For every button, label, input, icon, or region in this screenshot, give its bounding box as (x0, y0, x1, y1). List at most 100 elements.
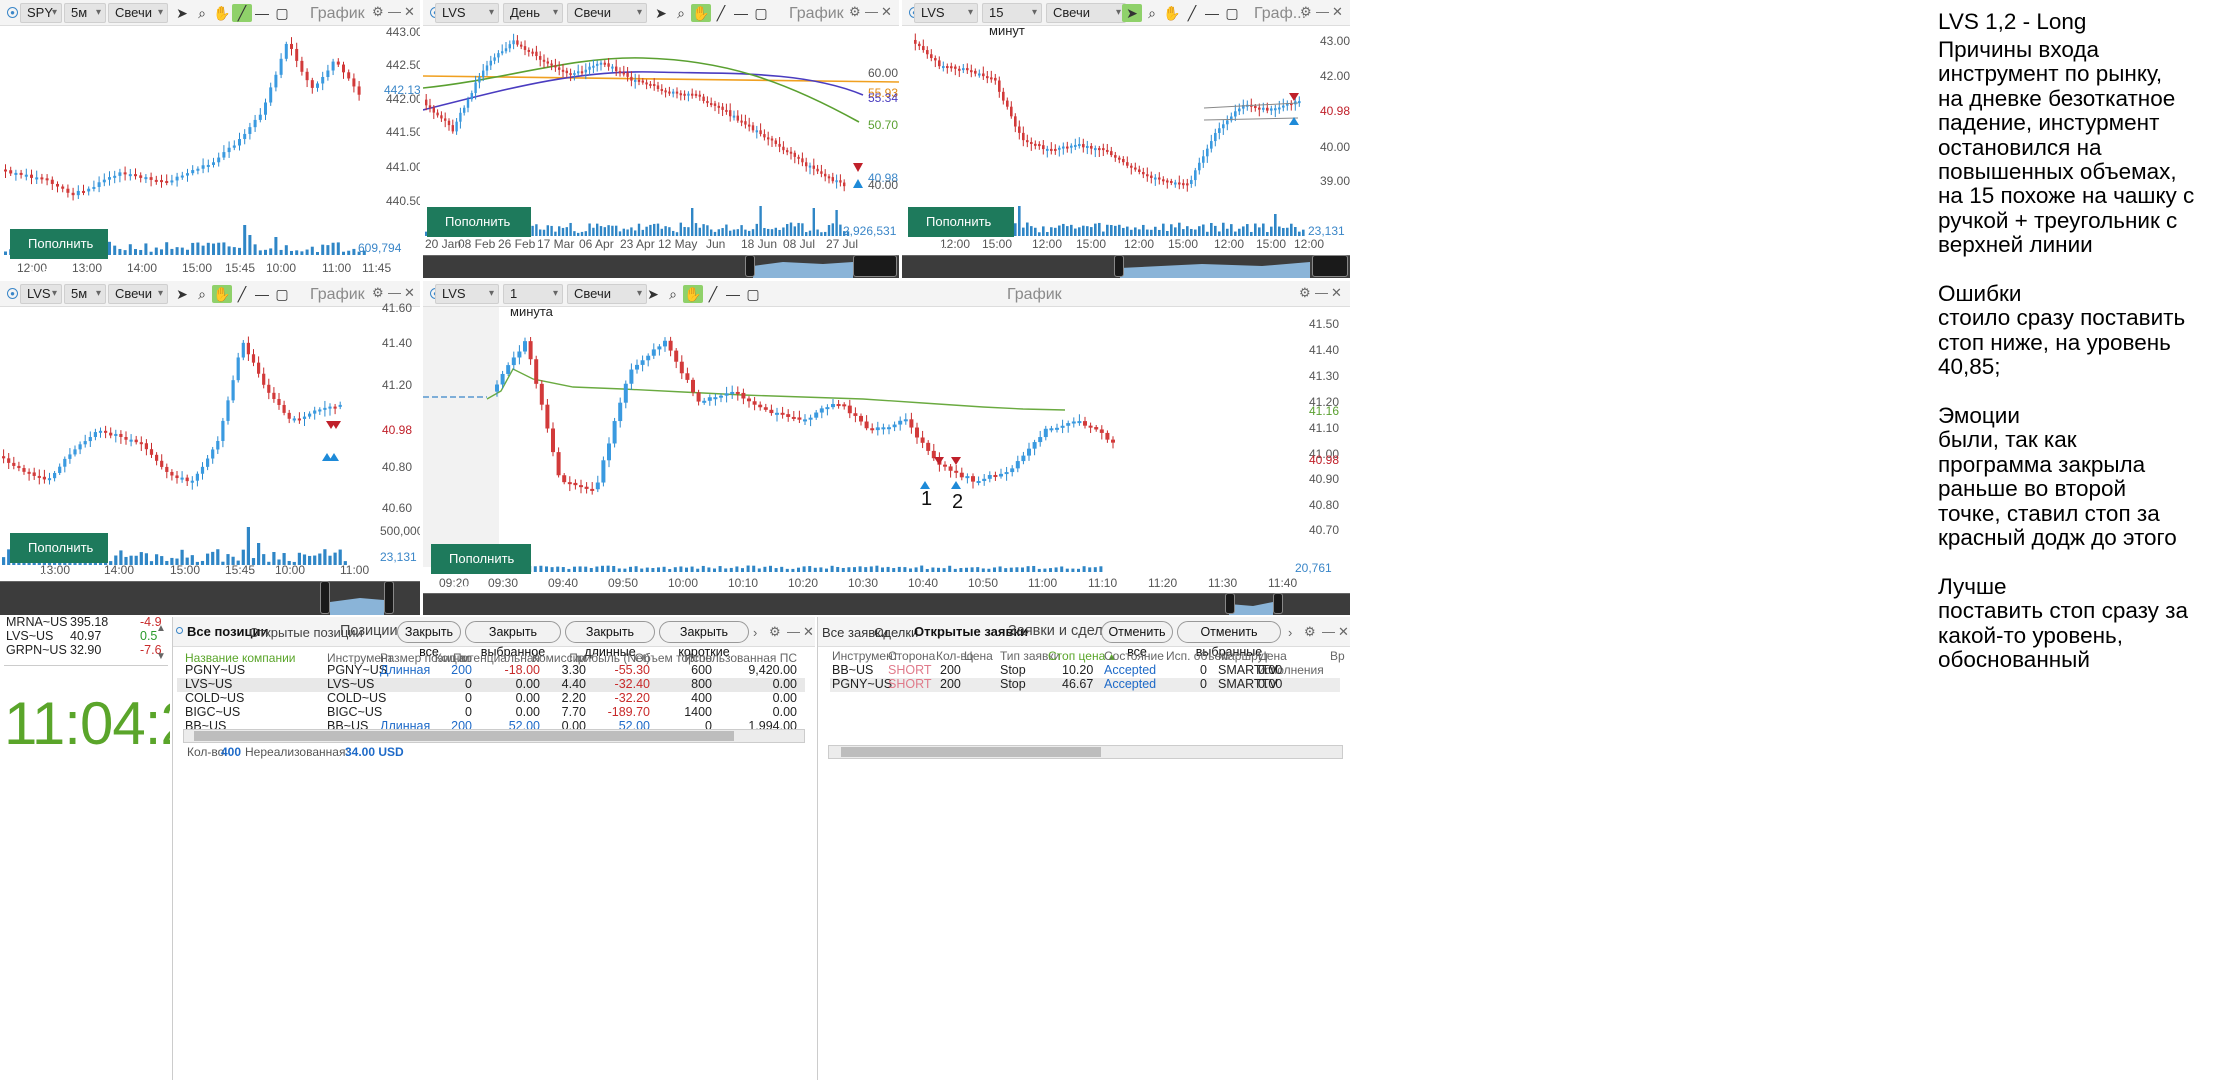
rect-icon[interactable]: ▢ (746, 286, 760, 302)
cursor-icon[interactable]: ➤ (647, 286, 659, 302)
column-header[interactable]: Объем торгов (634, 651, 712, 665)
interval-select[interactable]: День (503, 3, 563, 23)
watch-change[interactable]: -4.9 (140, 617, 162, 629)
column-header[interactable]: Вр (1330, 649, 1345, 663)
watch-change[interactable]: -7.6 (140, 643, 162, 657)
zoom-icon[interactable]: ⌕ (198, 286, 206, 302)
column-header[interactable]: Инструмент (327, 651, 394, 665)
minimize-icon[interactable]: — (1315, 285, 1328, 300)
column-header[interactable]: Маршрут (1218, 649, 1270, 663)
line-icon[interactable]: ╱ (1187, 5, 1197, 21)
table-row[interactable] (830, 678, 1340, 692)
watch-symbol[interactable]: MRNA~US (6, 617, 68, 629)
interval-select[interactable]: 15 минут (982, 3, 1042, 38)
tab-open-orders[interactable]: Открытые заявки (914, 624, 1028, 639)
chart-panel-lvs-1m[interactable]: ● LVS 1 минута Свечи ➤ ⌕ ✋ ╱ — ▢ График … (423, 281, 1350, 615)
close-long-button[interactable]: Закрыть длинные (565, 621, 655, 659)
topup-button[interactable]: Пополнить счёт... (908, 207, 1014, 259)
settings-icon[interactable]: ⚙ (372, 285, 384, 300)
cursor-icon[interactable]: ➤ (176, 5, 188, 21)
column-header[interactable]: Цена (964, 649, 993, 663)
rect-icon[interactable]: ▢ (275, 5, 289, 21)
column-header[interactable]: Инструмент (832, 649, 899, 663)
navigator-scrollbar[interactable] (423, 593, 1350, 615)
line-icon[interactable]: ╱ (237, 286, 247, 302)
column-header[interactable]: Цена исполнения (1258, 649, 1324, 677)
rect-icon[interactable]: ▢ (275, 286, 289, 302)
link-icon[interactable] (176, 627, 183, 634)
zoom-icon[interactable]: ⌕ (669, 286, 677, 302)
chart-type-select[interactable]: Свечи (567, 3, 647, 23)
close-icon[interactable]: ✕ (1332, 4, 1343, 19)
rect-icon[interactable]: ▢ (1225, 5, 1239, 21)
close-icon[interactable]: ✕ (881, 4, 892, 19)
minimize-icon[interactable]: — (865, 4, 878, 19)
chart-panel-lvs-5m[interactable]: ● LVS 5м Свечи ➤ ⌕ ✋ ╱ — ▢ График ⚙ — ✕ … (0, 281, 420, 615)
minus-icon[interactable]: — (255, 286, 269, 302)
cursor-icon[interactable]: ➤ (655, 5, 667, 21)
close-icon[interactable]: ✕ (803, 624, 814, 639)
chart-type-select[interactable]: Свечи (108, 3, 168, 23)
link-icon[interactable]: ● (7, 7, 18, 18)
interval-select[interactable]: 5м (64, 3, 106, 23)
column-header[interactable]: Комиссии (531, 651, 586, 665)
column-header[interactable]: Использованная ПС (684, 651, 797, 665)
watch-price[interactable]: 32.90 (70, 643, 102, 657)
settings-icon[interactable]: ⚙ (1304, 624, 1316, 639)
close-icon[interactable]: ✕ (404, 285, 415, 300)
rect-icon[interactable]: ▢ (754, 5, 768, 21)
horizontal-scrollbar[interactable] (183, 729, 805, 743)
navigator-handle-left[interactable] (1225, 593, 1235, 614)
column-header[interactable]: Тип заявки (1000, 649, 1061, 663)
column-header[interactable]: Название компании (185, 651, 296, 665)
scroll-down-icon[interactable]: ▼ (156, 651, 166, 662)
scroll-up-icon[interactable]: ▲ (156, 623, 166, 634)
column-header[interactable]: Размер позиции (380, 651, 471, 665)
close-all-button[interactable]: Закрыть все (397, 621, 461, 659)
watch-price[interactable]: 40.97 (70, 629, 102, 643)
tab-open-positions[interactable]: Открытые позиции (249, 625, 363, 640)
column-header[interactable]: Стоп цена ▴ (1048, 649, 1115, 663)
close-icon[interactable]: ✕ (1331, 285, 1342, 300)
settings-icon[interactable]: ⚙ (1299, 285, 1311, 300)
minus-icon[interactable]: — (1205, 5, 1219, 21)
symbol-select[interactable]: LVS (914, 3, 978, 23)
watch-change[interactable]: 0.5 (140, 629, 158, 643)
column-header[interactable]: Исп. объем (1166, 649, 1230, 663)
navigator-handle-right[interactable] (853, 255, 897, 277)
tab-all-orders[interactable]: Все заявки (822, 625, 889, 640)
scrollbar-thumb[interactable] (841, 747, 1101, 757)
settings-icon[interactable]: ⚙ (1300, 4, 1312, 19)
chart-type-select[interactable]: Свечи (1046, 3, 1126, 23)
chart-type-select[interactable]: Свечи (567, 284, 647, 304)
link-icon[interactable]: ● (7, 288, 18, 299)
chevron-right-icon[interactable]: › (753, 625, 758, 640)
interval-select[interactable]: 5м (64, 284, 106, 304)
column-header[interactable]: Сторона (888, 649, 936, 663)
symbol-select[interactable]: LVS (20, 284, 62, 304)
symbol-select[interactable]: LVS (435, 3, 499, 23)
chart-panel-spy[interactable]: ● SPY 5м Свечи ➤ ⌕ ✋ ╱ — ▢ График ⚙ — ✕ … (0, 0, 420, 278)
hand-icon[interactable]: ✋ (1163, 5, 1181, 21)
cursor-icon[interactable]: ➤ (176, 286, 188, 302)
navigator-handle-left[interactable] (745, 255, 755, 277)
close-icon[interactable]: ✕ (1338, 624, 1349, 639)
horizontal-scrollbar[interactable] (828, 745, 1343, 759)
hand-icon[interactable]: ✋ (683, 285, 703, 303)
watch-price[interactable]: 395.18 (70, 617, 109, 629)
navigator-handle-right[interactable] (384, 581, 394, 614)
cancel-all-button[interactable]: Отменить все (1101, 621, 1173, 659)
navigator-handle-left[interactable] (1114, 255, 1124, 277)
minus-icon[interactable]: — (726, 286, 740, 302)
hand-icon[interactable]: ✋ (691, 4, 711, 22)
close-short-button[interactable]: Закрыть короткие (659, 621, 749, 659)
minimize-icon[interactable]: — (1316, 4, 1329, 19)
hand-icon[interactable]: ✋ (213, 5, 231, 21)
watch-symbol[interactable]: GRPN~US (6, 643, 67, 657)
topup-button[interactable]: Пополнить счёт... (431, 544, 531, 596)
topup-button[interactable]: Пополнить счёт... (427, 207, 531, 259)
line-icon[interactable]: ╱ (708, 286, 718, 302)
minus-icon[interactable]: — (255, 5, 269, 21)
settings-icon[interactable]: ⚙ (849, 4, 861, 19)
navigator-handle-right[interactable] (1273, 593, 1283, 614)
